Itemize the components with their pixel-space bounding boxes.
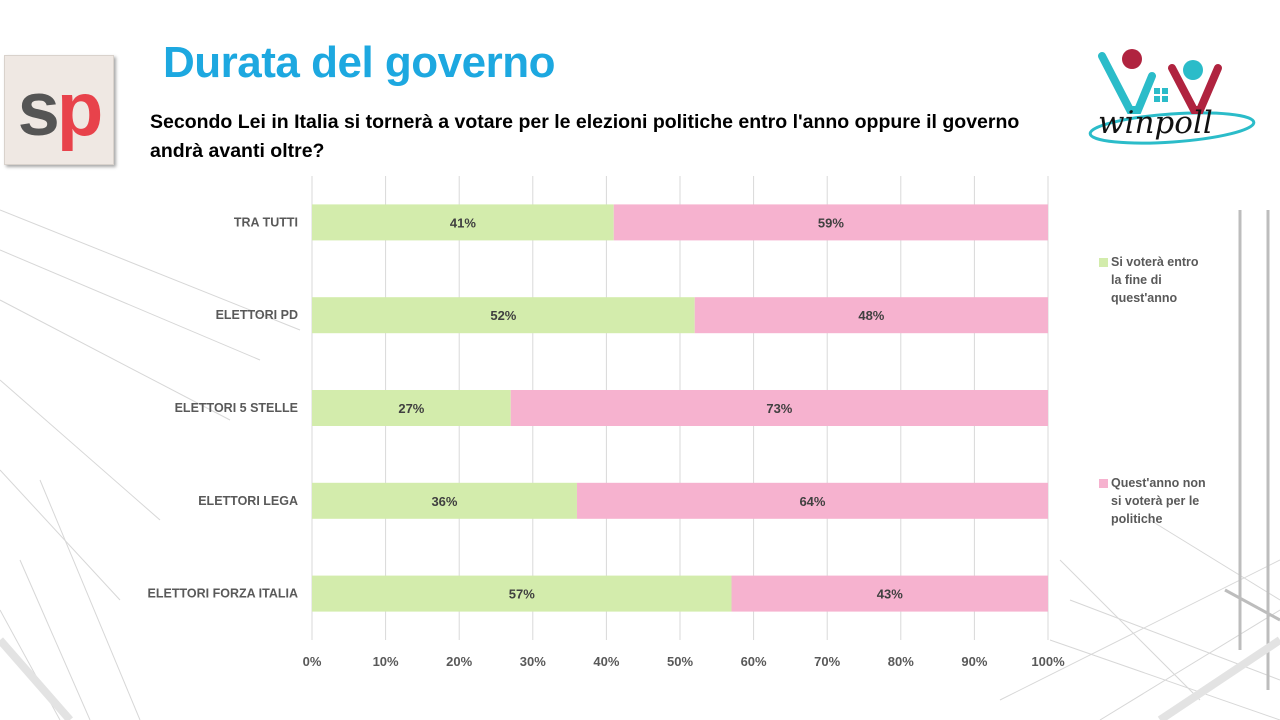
x-tick-label: 10% <box>373 654 399 669</box>
data-label: 27% <box>398 401 424 416</box>
figure-head-teal <box>1183 60 1203 80</box>
bar-si-voterà <box>312 390 511 426</box>
bar-non-si-voterà <box>510 390 1049 426</box>
category-labels: TRA TUTTI ELETTORI PD ELETTORI 5 STELLE ELE… <box>148 215 298 600</box>
survey-question: Secondo Lei in Italia si tornerà a votar… <box>150 111 1020 162</box>
legend-label: quest'anno <box>1111 291 1178 305</box>
x-tick-label: 50% <box>667 654 693 669</box>
category-label: ELETTORI 5 STELLE <box>175 401 298 415</box>
winpoll-logo: winpoll <box>1080 0 1274 208</box>
data-label: 48% <box>858 308 884 323</box>
category-label: ELETTORI LEGA <box>198 494 298 508</box>
x-tick-label: 20% <box>446 654 472 669</box>
x-tick-label: 80% <box>888 654 914 669</box>
x-tick-label: 0% <box>303 654 322 669</box>
data-label: 57% <box>509 587 535 602</box>
logo-swoosh <box>1088 111 1256 145</box>
x-tick-label: 40% <box>593 654 619 669</box>
bar-non-si-voterà <box>576 482 1048 519</box>
x-tick-label: 90% <box>961 654 987 669</box>
data-label: 59% <box>818 215 844 230</box>
figure-body-red <box>1168 64 1222 114</box>
legend-swatch <box>1099 479 1108 488</box>
legend-label: Quest'anno non <box>1111 476 1206 490</box>
data-label: 52% <box>490 308 516 323</box>
data-label: 64% <box>799 494 825 509</box>
data-label: 36% <box>431 494 457 509</box>
bar-si-voterà <box>312 297 695 334</box>
figure-body-teal <box>1098 52 1156 114</box>
legend-label: politiche <box>1111 512 1162 526</box>
data-label: 41% <box>450 215 476 230</box>
x-axis-tick-labels: 0% 10% 20% 30% 40% 50% 60% 70% 80% 90% 100% <box>303 654 1065 669</box>
x-tick-label: 30% <box>520 654 546 669</box>
x-tick-label: 70% <box>814 654 840 669</box>
window-icon <box>1154 88 1168 102</box>
x-tick-label: 60% <box>741 654 767 669</box>
legend-label: si voterà per le <box>1111 494 1199 508</box>
x-tick-label: 100% <box>1031 654 1065 669</box>
logo-letter-p: p <box>56 67 103 152</box>
legend-label: la fine di <box>1111 273 1162 287</box>
category-label: ELETTORI PD <box>216 308 298 322</box>
bar-non-si-voterà <box>731 575 1048 612</box>
bar-si-voterà <box>312 204 614 241</box>
logo-letter-s: s <box>17 67 60 152</box>
data-label: 73% <box>766 401 792 416</box>
bar-non-si-voterà <box>613 204 1048 241</box>
page-title: Durata del governo <box>163 38 555 87</box>
bar-si-voterà <box>312 575 732 612</box>
winpoll-wordmark: winpoll <box>1098 105 1213 141</box>
legend-swatch <box>1099 258 1108 267</box>
legend-label: Si voterà entro <box>1111 255 1199 269</box>
figure-head-red <box>1122 49 1142 69</box>
legend: Si voterà entro la fine di quest'anno Quest… <box>1099 255 1206 526</box>
data-label: 43% <box>877 587 903 602</box>
category-label: ELETTORI FORZA ITALIA <box>148 587 298 601</box>
bar-si-voterà <box>312 482 577 519</box>
category-label: TRA TUTTI <box>234 215 298 229</box>
bar-group: 41% 59% 52% 48% 27% 73% 36% 64% 57% 43% <box>312 204 1049 612</box>
bar-non-si-voterà <box>694 297 1048 334</box>
